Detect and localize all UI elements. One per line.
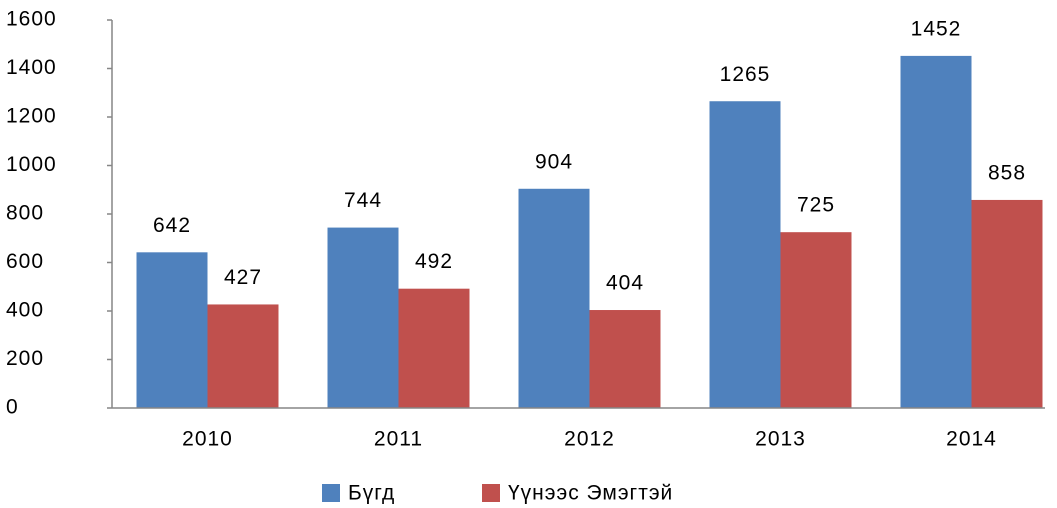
data-label: 642 xyxy=(153,214,191,237)
y-tick-label: 1200 xyxy=(6,105,57,128)
bar xyxy=(136,252,208,408)
y-tick-label: 400 xyxy=(6,299,44,322)
y-tick-label: 1000 xyxy=(6,153,57,176)
y-tick-label: 800 xyxy=(6,202,44,225)
bar xyxy=(709,101,781,409)
x-tick-label: 2013 xyxy=(755,428,806,451)
x-tick-label: 2012 xyxy=(564,428,615,451)
y-tick-label: 0 xyxy=(6,396,19,419)
data-label: 404 xyxy=(606,272,644,295)
data-label: 1452 xyxy=(911,17,962,40)
bar xyxy=(207,304,279,408)
y-tick-label: 200 xyxy=(6,347,44,370)
data-label: 492 xyxy=(415,250,453,273)
bar xyxy=(398,288,470,408)
bar xyxy=(589,310,661,408)
data-label: 744 xyxy=(344,189,382,212)
x-tick-label: 2014 xyxy=(946,428,997,451)
y-tick-label: 600 xyxy=(6,250,44,273)
legend-label: Бүгд xyxy=(348,482,395,505)
x-tick-label: 2010 xyxy=(182,428,233,451)
legend-swatch xyxy=(482,484,500,502)
legend-label: Үүнээс Эмэгтэй xyxy=(508,482,673,505)
x-tick-label: 2011 xyxy=(374,428,423,451)
data-label: 1265 xyxy=(720,63,771,86)
bar xyxy=(971,199,1043,408)
bar xyxy=(780,232,852,408)
data-label: 427 xyxy=(224,266,262,289)
bar xyxy=(327,227,399,408)
y-tick-label: 1400 xyxy=(6,56,57,79)
data-label: 725 xyxy=(797,194,835,217)
data-label: 858 xyxy=(988,161,1026,184)
y-tick-label: 1600 xyxy=(6,8,57,31)
bar xyxy=(900,55,972,408)
data-label: 904 xyxy=(535,150,573,173)
legend-swatch xyxy=(322,484,340,502)
bar xyxy=(518,188,590,408)
